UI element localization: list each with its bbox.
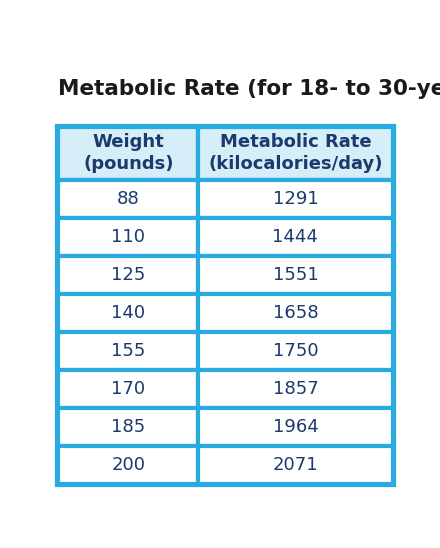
Text: 155: 155 (111, 341, 146, 359)
Text: Weight
(pounds): Weight (pounds) (83, 133, 173, 173)
Text: 125: 125 (111, 266, 146, 284)
Bar (59, 369, 198, 408)
Text: 200: 200 (111, 455, 145, 473)
Bar (59, 332, 198, 369)
Text: 1964: 1964 (272, 418, 318, 436)
Bar (59, 127, 392, 483)
Text: 1444: 1444 (272, 227, 319, 246)
Bar (198, 255, 392, 294)
Bar (59, 218, 198, 255)
Text: 1551: 1551 (272, 266, 318, 284)
Text: 140: 140 (111, 304, 145, 322)
Bar (59, 408, 198, 446)
Bar (198, 446, 392, 483)
Text: Metabolic Rate
(kilocalories/day): Metabolic Rate (kilocalories/day) (208, 133, 383, 173)
Text: 1750: 1750 (273, 341, 318, 359)
Bar (59, 255, 198, 294)
Text: 88: 88 (117, 190, 139, 208)
Bar (59, 294, 198, 332)
Text: Metabolic Rate (for 18- to 30-year-old men): Metabolic Rate (for 18- to 30-year-old m… (59, 79, 440, 99)
Bar (198, 332, 392, 369)
Text: 1857: 1857 (272, 380, 318, 397)
Text: 110: 110 (111, 227, 145, 246)
Bar (198, 369, 392, 408)
Bar (198, 218, 392, 255)
Text: 185: 185 (111, 418, 146, 436)
Bar (198, 180, 392, 218)
Bar (198, 408, 392, 446)
Bar (59, 180, 198, 218)
Bar (198, 294, 392, 332)
Text: 1658: 1658 (273, 304, 318, 322)
Text: 170: 170 (111, 380, 145, 397)
Bar (59, 127, 198, 180)
Text: 1291: 1291 (272, 190, 318, 208)
Text: 2071: 2071 (273, 455, 318, 473)
Bar (59, 446, 198, 483)
Bar (198, 127, 392, 180)
